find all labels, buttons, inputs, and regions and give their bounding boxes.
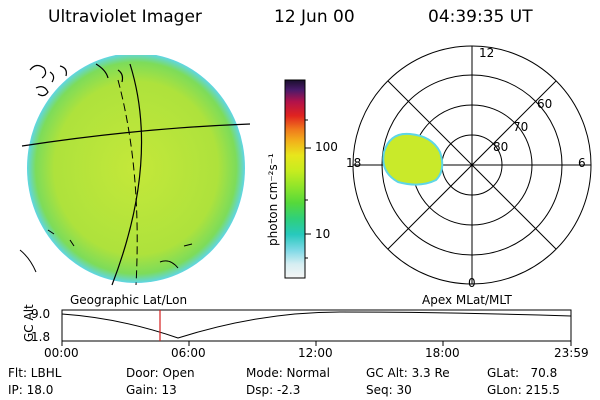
timeline-xtick-1800: 18:00 <box>425 346 460 360</box>
latitude-line <box>21 123 250 147</box>
polar-axis-diag-2 <box>387 80 557 250</box>
info-seq: Seq: 30 <box>366 383 412 397</box>
mlat-label-60: 60 <box>537 97 553 111</box>
altitude-curve <box>61 311 572 339</box>
mlat-label-70: 70 <box>513 120 529 134</box>
timeline-xtick-1200: 12:00 <box>298 346 333 360</box>
mlt-label-18: 18 <box>346 156 362 170</box>
timeline-ytick-1-8: 1.8 <box>31 330 51 344</box>
info-dsp: Dsp: -2.3 <box>246 383 301 397</box>
observation-time: 04:39:35 UT <box>428 7 533 27</box>
mlt-label-12: 12 <box>479 46 495 60</box>
coastline-lines <box>29 63 124 97</box>
info-ip: IP: 18.0 <box>8 383 54 397</box>
timeline-xtick-0600: 06:00 <box>171 346 206 360</box>
polar-plot <box>352 45 592 285</box>
info-filter: Flt: LBHL <box>8 366 62 380</box>
mlat-label-80: 80 <box>493 140 509 154</box>
info-gain: Gain: 13 <box>126 383 177 397</box>
auroral-oval <box>382 132 444 186</box>
colorbar-label-10: 10 <box>315 227 331 241</box>
timeline-frame <box>61 309 572 342</box>
uv-earth-disk <box>27 55 245 283</box>
timeline-ytick-9: 9.0 <box>31 307 51 321</box>
colorbar-unit-label: photon cm⁻²s⁻¹ <box>266 153 280 246</box>
mlt-label-6: 6 <box>578 156 586 170</box>
timeline-xtick-0000: 00:00 <box>44 346 79 360</box>
info-glon: GLon: 215.5 <box>487 383 560 397</box>
polar-caption: Apex MLat/MLT <box>422 293 512 307</box>
altitude-timeline <box>61 309 572 346</box>
geographic-image <box>19 55 250 286</box>
colorbar <box>284 79 311 279</box>
geographic-caption: Geographic Lat/Lon <box>70 293 188 307</box>
timeline-xtick-2359: 23:59 <box>554 346 589 360</box>
instrument-title: Ultraviolet Imager <box>48 7 202 27</box>
mlt-label-0: 0 <box>468 276 476 290</box>
observation-date: 12 Jun 00 <box>274 7 355 27</box>
info-glat: GLat: 70.8 <box>487 366 558 380</box>
info-mode: Mode: Normal <box>246 366 330 380</box>
info-gc-alt: GC Alt: 3.3 Re <box>366 366 450 380</box>
info-door: Door: Open <box>126 366 195 380</box>
meridian-line <box>111 63 143 286</box>
colorbar-gradient <box>284 79 306 279</box>
colorbar-label-100: 100 <box>315 140 338 154</box>
